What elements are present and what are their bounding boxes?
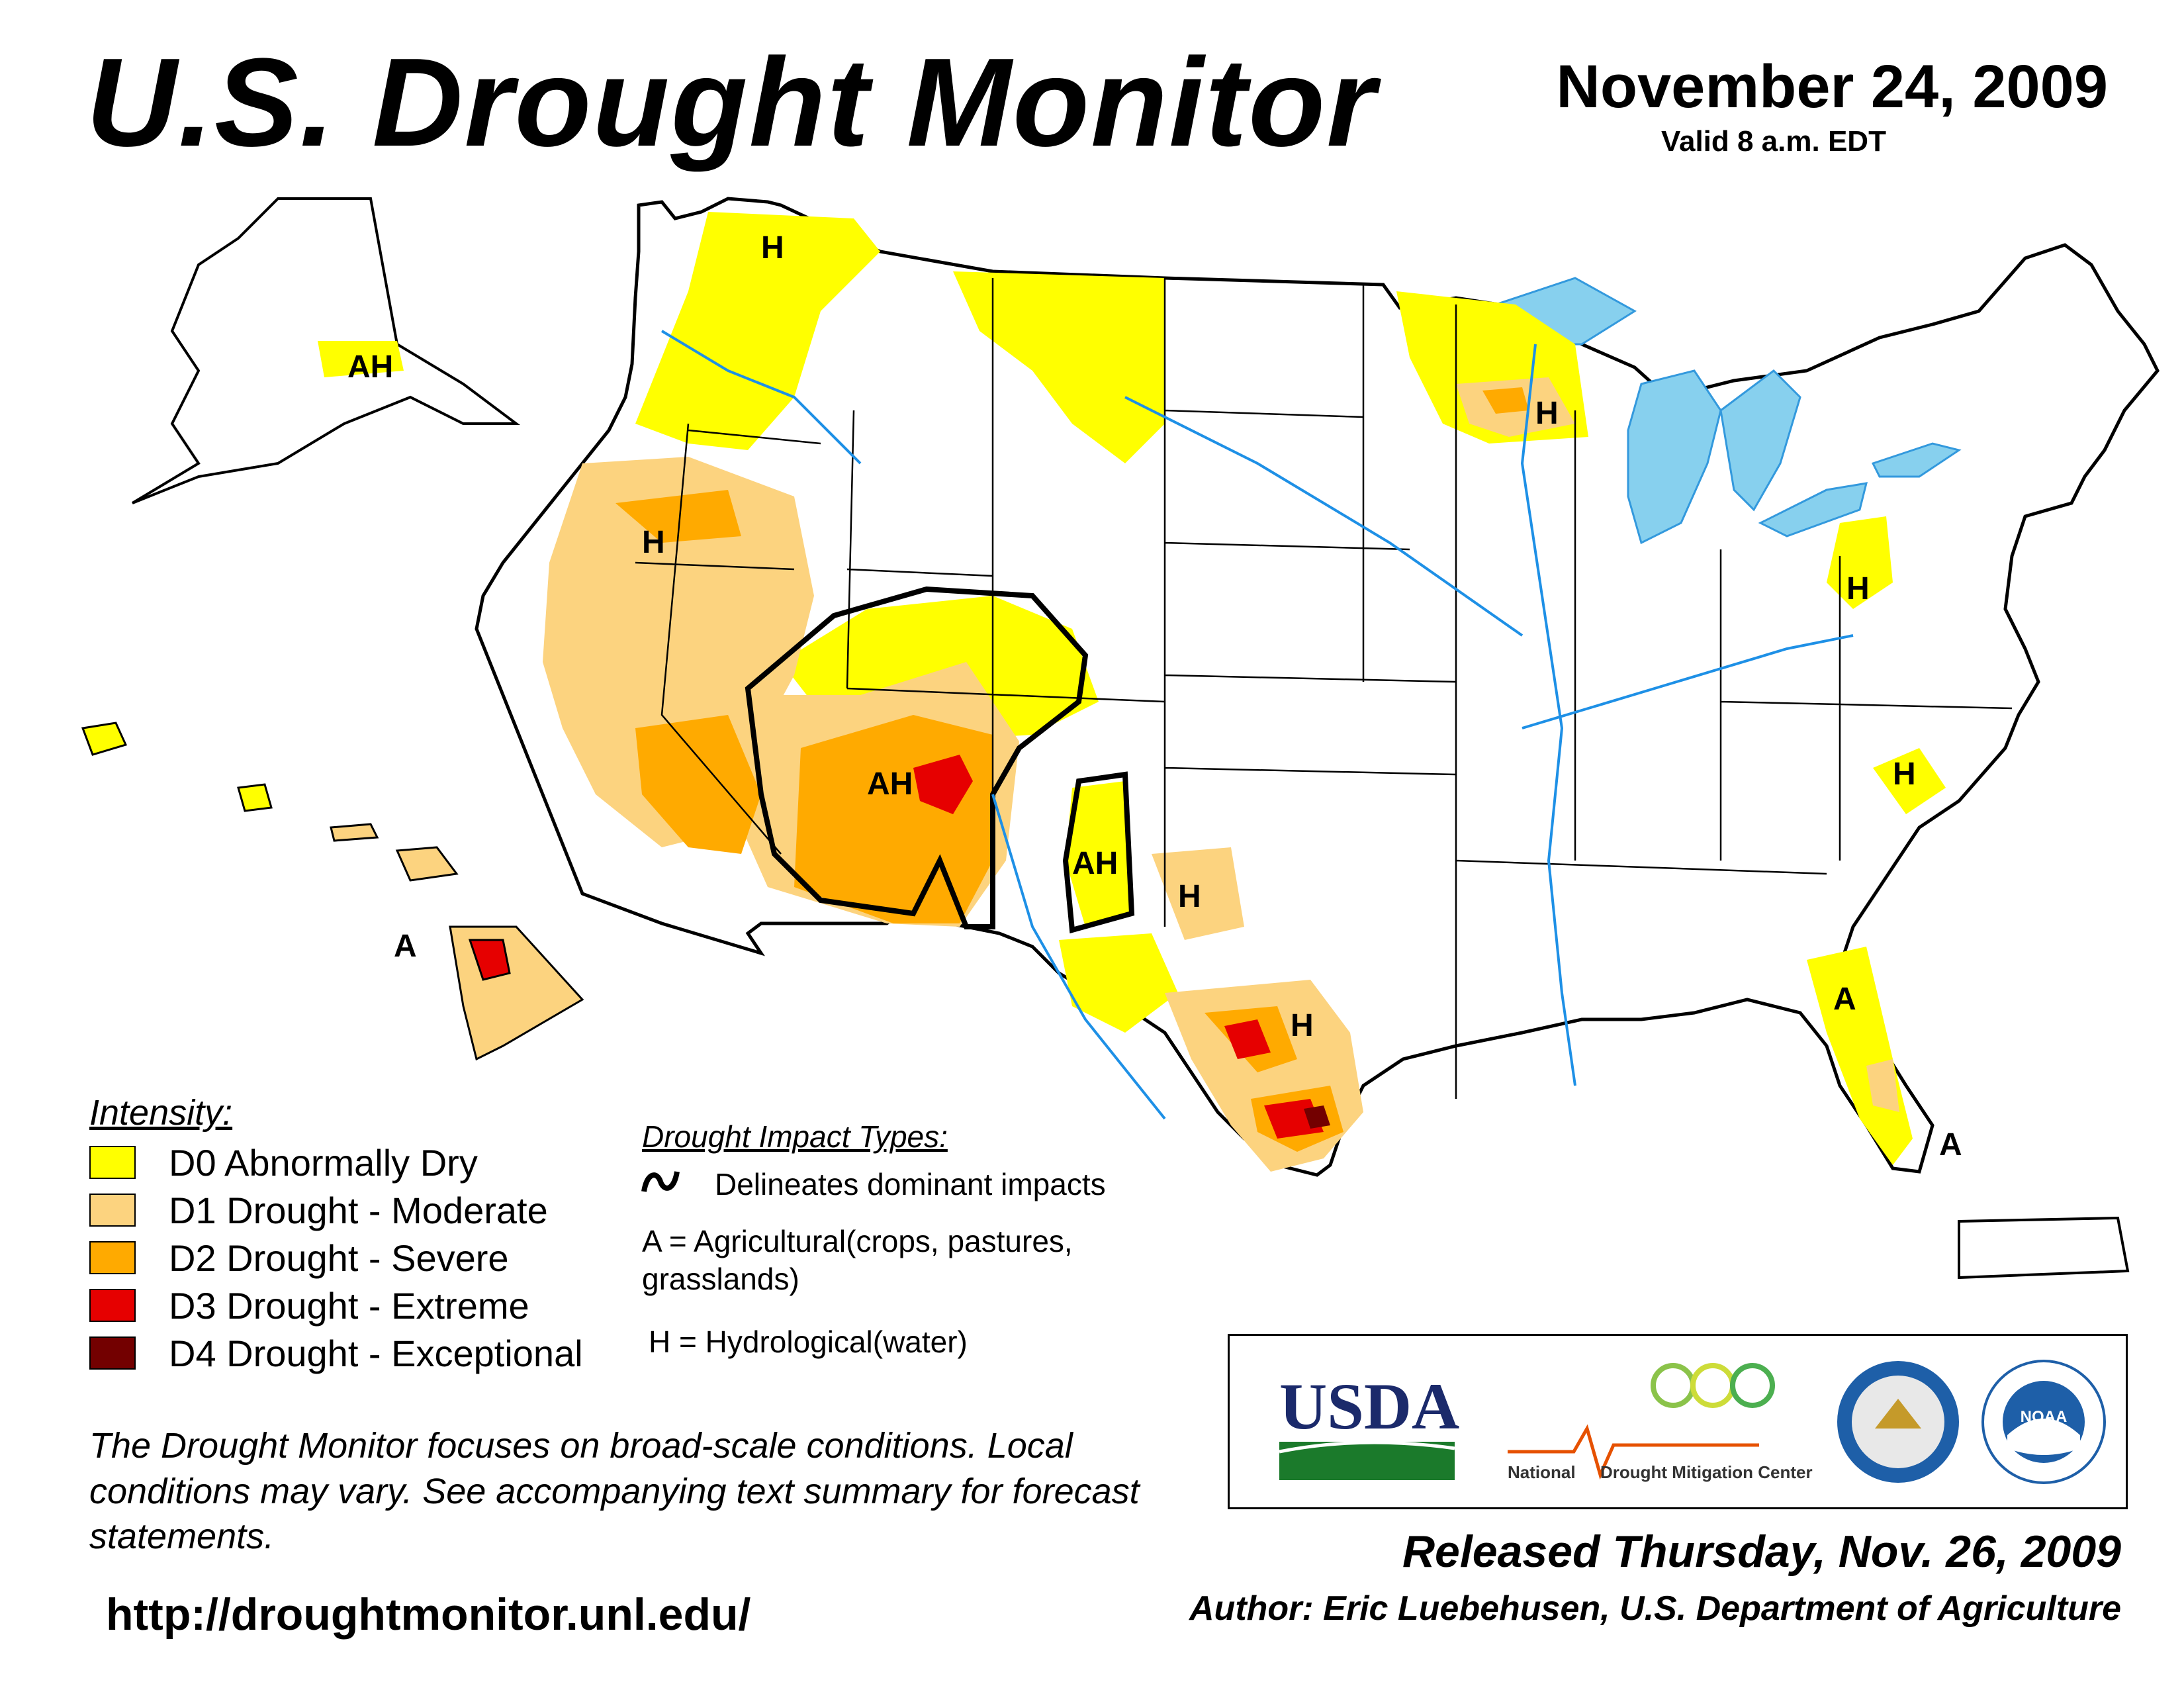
- impact-line-icon: [641, 1171, 680, 1192]
- label-h-texas: H: [1291, 1008, 1314, 1043]
- legend-label-d1: D1 Drought - Moderate: [169, 1189, 548, 1231]
- legend-swatch-d2: [89, 1241, 136, 1274]
- commerce-seal-icon: [1837, 1361, 1959, 1483]
- legend-item-d2: D2 Drought - Severe: [89, 1237, 509, 1279]
- usda-field-icon: [1279, 1442, 1455, 1480]
- label-h-pennsylvania: H: [1846, 571, 1870, 606]
- impact-hydrological-label: H = Hydrological(water): [649, 1325, 968, 1359]
- d2-southern-california: [635, 715, 761, 854]
- impact-agricultural-label: A = Agricultural(crops, pastures,: [642, 1224, 1073, 1258]
- disclaimer: The Drought Monitor focuses on broad-sca…: [89, 1426, 1140, 1557]
- ndmc-logo: National Drought Mitigation Center: [1508, 1363, 1813, 1482]
- legend-swatch-d0: [89, 1146, 136, 1179]
- noaa-label: NOAA: [2021, 1408, 2068, 1426]
- label-ah-alaska: AH: [347, 350, 393, 385]
- noaa-seal-icon: NOAA: [1981, 1360, 2106, 1484]
- impact-agricultural-label-cont: grasslands): [642, 1262, 799, 1296]
- legend-swatch-d1: [89, 1194, 136, 1227]
- website-link[interactable]: http://droughtmonitor.unl.edu/: [106, 1589, 751, 1640]
- d0-new-mexico: [1066, 781, 1132, 927]
- release-date: Released Thursday, Nov. 26, 2009: [1402, 1526, 2121, 1577]
- puerto-rico: [1958, 1216, 2130, 1280]
- label-h-washington: H: [761, 230, 784, 265]
- state-lines: [635, 278, 2013, 1099]
- label-h-wisconsin: H: [1535, 396, 1559, 431]
- d0-pennsylvania: [1827, 516, 1893, 609]
- logo-strip: USDA National Drought Mitigation Center …: [1279, 1360, 2106, 1484]
- author-credit: Author: Eric Luebehusen, U.S. Department…: [1189, 1589, 2121, 1628]
- d0-west-texas: [1059, 933, 1178, 1033]
- legend-title: Intensity:: [89, 1093, 233, 1133]
- label-a-florida-south: A: [1939, 1127, 1962, 1162]
- legend-item-d3: D3 Drought - Extreme: [89, 1284, 529, 1327]
- legend-label-d4: D4 Drought - Exceptional: [169, 1332, 583, 1374]
- ndmc-name: National: [1508, 1462, 1576, 1482]
- d3-arizona: [913, 755, 973, 814]
- hawaii: [81, 722, 584, 1061]
- legend-item-d0: D0 Abnormally Dry: [89, 1141, 478, 1184]
- label-h-north-carolina: H: [1893, 757, 1916, 792]
- d2-nevada: [615, 490, 741, 543]
- alaska: [131, 197, 520, 504]
- d2-arizona: [794, 715, 993, 923]
- usda-logo: USDA: [1279, 1370, 1459, 1443]
- d0-pacific-northwest: [635, 212, 880, 450]
- d0-florida: [1807, 947, 1913, 1165]
- legend-swatch-d3: [89, 1289, 136, 1322]
- ndmc-name-cont: Drought Mitigation Center: [1600, 1462, 1813, 1482]
- legend-swatch-d4: [89, 1336, 136, 1370]
- label-h-oklahoma: H: [1178, 879, 1201, 914]
- label-h-california: H: [642, 525, 665, 560]
- agency-logos: USDA National Drought Mitigation Center …: [1228, 1334, 2128, 1509]
- map-title: U.S. Drought Monitor: [86, 32, 1377, 173]
- label-a-florida-north: A: [1833, 982, 1856, 1017]
- valid-time: Valid 8 a.m. EDT: [1661, 125, 1886, 158]
- d4-texas: [1304, 1105, 1330, 1129]
- label-ah-new-mexico: AH: [1072, 846, 1118, 881]
- legend-label-d2: D2 Drought - Severe: [169, 1237, 509, 1279]
- d1-oklahoma: [1152, 847, 1244, 940]
- d1-florida: [1866, 1059, 1899, 1112]
- impact-delineates-label: Delineates dominant impacts: [715, 1167, 1106, 1201]
- label-ah-arizona: AH: [867, 767, 913, 802]
- legend-item-d1: D1 Drought - Moderate: [89, 1190, 548, 1231]
- impact-types-title: Drought Impact Types:: [642, 1119, 948, 1154]
- legend-label-d3: D3 Drought - Extreme: [169, 1284, 529, 1327]
- d0-north-carolina: [1873, 748, 1946, 814]
- d0-montana: [953, 271, 1165, 463]
- d2-wisconsin: [1482, 387, 1529, 414]
- d3-texas: [1224, 1019, 1324, 1139]
- legend-item-d4: D4 Drought - Exceptional: [89, 1333, 583, 1374]
- label-a-hawaii: A: [394, 929, 417, 964]
- rivers: [660, 330, 1854, 1120]
- map-date: November 24, 2009: [1556, 53, 2108, 120]
- drought-areas: [543, 212, 1946, 1172]
- legend-label-d0: D0 Abnormally Dry: [169, 1141, 478, 1184]
